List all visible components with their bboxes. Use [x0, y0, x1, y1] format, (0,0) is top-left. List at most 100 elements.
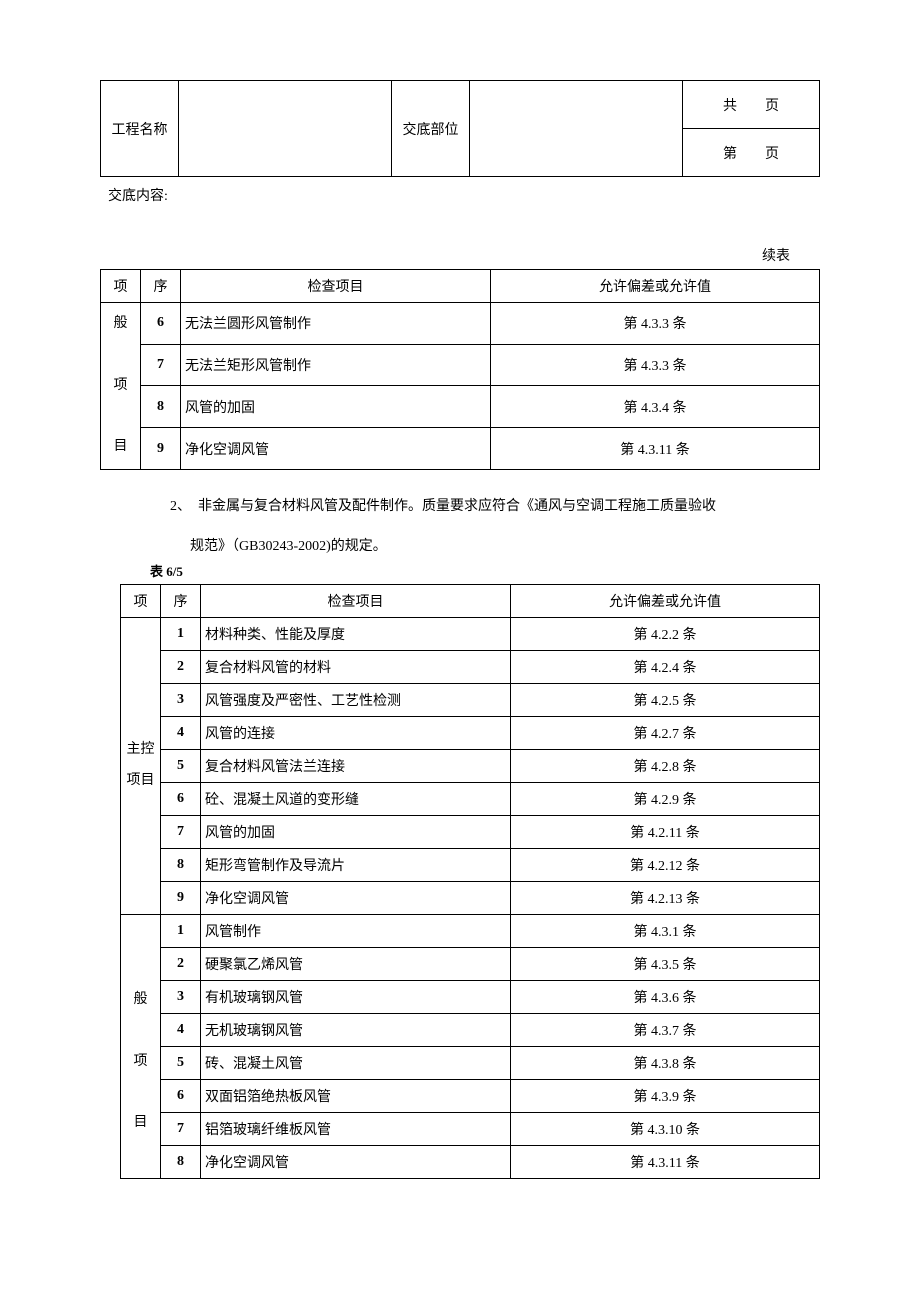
item: 复合材料风管法兰连接 — [201, 750, 511, 783]
item: 风管制作 — [201, 915, 511, 948]
table-row: 7 无法兰矩形风管制作 第 4.3.3 条 — [101, 344, 820, 386]
item: 净化空调风管 — [181, 428, 491, 470]
table-row: 8 风管的加固 第 4.3.4 条 — [101, 386, 820, 428]
note-line1: 2、 非金属与复合材料风管及配件制作。质量要求应符合《通风与空调工程施工质量验收 — [170, 494, 820, 519]
item: 材料种类、性能及厚度 — [201, 618, 511, 651]
table-row: 7 铝箔玻璃纤维板风管 第 4.3.10 条 — [121, 1113, 820, 1146]
seq: 8 — [161, 849, 201, 882]
seq: 6 — [161, 1080, 201, 1113]
table2-header-item: 检查项目 — [201, 585, 511, 618]
seq: 9 — [161, 882, 201, 915]
seq: 7 — [161, 816, 201, 849]
table-row: 般项目 6 无法兰圆形风管制作 第 4.3.3 条 — [101, 303, 820, 345]
table2-label: 表 6/5 — [150, 561, 820, 580]
table-row: 2 复合材料风管的材料 第 4.2.4 条 — [121, 651, 820, 684]
allow: 第 4.3.4 条 — [491, 386, 820, 428]
table-row: 3 风管强度及严密性、工艺性检测 第 4.2.5 条 — [121, 684, 820, 717]
item: 风管的加固 — [181, 386, 491, 428]
allow: 第 4.2.4 条 — [511, 651, 820, 684]
allow: 第 4.3.5 条 — [511, 948, 820, 981]
allow: 第 4.2.9 条 — [511, 783, 820, 816]
table-row: 5 砖、混凝土风管 第 4.3.8 条 — [121, 1047, 820, 1080]
note-line2: 规范》（GB30243-2002)的规定。 — [190, 535, 820, 555]
table1-header-seq: 序 — [141, 270, 181, 303]
table1-header-cat: 项 — [101, 270, 141, 303]
table1-header-allow: 允许偏差或允许值 — [491, 270, 820, 303]
seq: 2 — [161, 651, 201, 684]
table-row: 6 双面铝箔绝热板风管 第 4.3.9 条 — [121, 1080, 820, 1113]
item: 铝箔玻璃纤维板风管 — [201, 1113, 511, 1146]
continue-label: 续表 — [100, 245, 820, 265]
allow: 第 4.2.11 条 — [511, 816, 820, 849]
table-row: 4 无机玻璃钢风管 第 4.3.7 条 — [121, 1014, 820, 1047]
item: 风管强度及严密性、工艺性检测 — [201, 684, 511, 717]
allow: 第 4.3.9 条 — [511, 1080, 820, 1113]
table1-cat: 般项目 — [101, 303, 141, 470]
seq: 4 — [161, 1014, 201, 1047]
item: 硬聚氯乙烯风管 — [201, 948, 511, 981]
item: 砖、混凝土风管 — [201, 1047, 511, 1080]
seq: 8 — [141, 386, 181, 428]
allow: 第 4.3.11 条 — [511, 1146, 820, 1179]
page-num-suffix: 页 — [765, 147, 779, 162]
seq: 5 — [161, 1047, 201, 1080]
table2-cat1: 主控项目 — [121, 618, 161, 915]
seq: 7 — [141, 344, 181, 386]
item: 无法兰圆形风管制作 — [181, 303, 491, 345]
allow: 第 4.2.12 条 — [511, 849, 820, 882]
table2-header-allow: 允许偏差或允许值 — [511, 585, 820, 618]
allow: 第 4.3.11 条 — [491, 428, 820, 470]
seq: 6 — [141, 303, 181, 345]
seq: 2 — [161, 948, 201, 981]
item: 风管的连接 — [201, 717, 511, 750]
seq: 8 — [161, 1146, 201, 1179]
table2-header-seq: 序 — [161, 585, 201, 618]
page-total-prefix: 共 — [723, 99, 737, 114]
item: 净化空调风管 — [201, 1146, 511, 1179]
seq: 1 — [161, 618, 201, 651]
table-row: 2 硬聚氯乙烯风管 第 4.3.5 条 — [121, 948, 820, 981]
item: 无机玻璃钢风管 — [201, 1014, 511, 1047]
allow: 第 4.2.7 条 — [511, 717, 820, 750]
project-value — [178, 81, 391, 177]
allow: 第 4.3.1 条 — [511, 915, 820, 948]
table-row: 9 净化空调风管 第 4.2.13 条 — [121, 882, 820, 915]
item: 矩形弯管制作及导流片 — [201, 849, 511, 882]
item: 无法兰矩形风管制作 — [181, 344, 491, 386]
project-label: 工程名称 — [101, 81, 179, 177]
table-row: 6 砼、混凝土风道的变形缝 第 4.2.9 条 — [121, 783, 820, 816]
item: 双面铝箔绝热板风管 — [201, 1080, 511, 1113]
item: 砼、混凝土风道的变形缝 — [201, 783, 511, 816]
item: 风管的加固 — [201, 816, 511, 849]
allow: 第 4.3.7 条 — [511, 1014, 820, 1047]
page-num-cell: 第 页 — [683, 129, 820, 177]
table2-cat2: 般项目 — [121, 915, 161, 1179]
table-row: 8 矩形弯管制作及导流片 第 4.2.12 条 — [121, 849, 820, 882]
header-table: 工程名称 交底部位 共 页 第 页 — [100, 80, 820, 177]
allow: 第 4.2.5 条 — [511, 684, 820, 717]
table-row: 4 风管的连接 第 4.2.7 条 — [121, 717, 820, 750]
table-row: 主控项目 1 材料种类、性能及厚度 第 4.2.2 条 — [121, 618, 820, 651]
seq: 1 — [161, 915, 201, 948]
allow: 第 4.3.6 条 — [511, 981, 820, 1014]
seq: 3 — [161, 684, 201, 717]
table1: 项 序 检查项目 允许偏差或允许值 般项目 6 无法兰圆形风管制作 第 4.3.… — [100, 269, 820, 470]
page-total-suffix: 页 — [765, 99, 779, 114]
table-row: 5 复合材料风管法兰连接 第 4.2.8 条 — [121, 750, 820, 783]
allow: 第 4.3.3 条 — [491, 344, 820, 386]
allow: 第 4.3.3 条 — [491, 303, 820, 345]
table-row: 3 有机玻璃钢风管 第 4.3.6 条 — [121, 981, 820, 1014]
item: 复合材料风管的材料 — [201, 651, 511, 684]
page-total-cell: 共 页 — [683, 81, 820, 129]
part-label: 交底部位 — [392, 81, 470, 177]
seq: 9 — [141, 428, 181, 470]
allow: 第 4.3.10 条 — [511, 1113, 820, 1146]
table-row: 8 净化空调风管 第 4.3.11 条 — [121, 1146, 820, 1179]
seq: 5 — [161, 750, 201, 783]
item: 净化空调风管 — [201, 882, 511, 915]
allow: 第 4.2.13 条 — [511, 882, 820, 915]
item: 有机玻璃钢风管 — [201, 981, 511, 1014]
table2-header-cat: 项 — [121, 585, 161, 618]
table-row: 9 净化空调风管 第 4.3.11 条 — [101, 428, 820, 470]
table2: 项 序 检查项目 允许偏差或允许值 主控项目 1 材料种类、性能及厚度 第 4.… — [120, 584, 820, 1179]
